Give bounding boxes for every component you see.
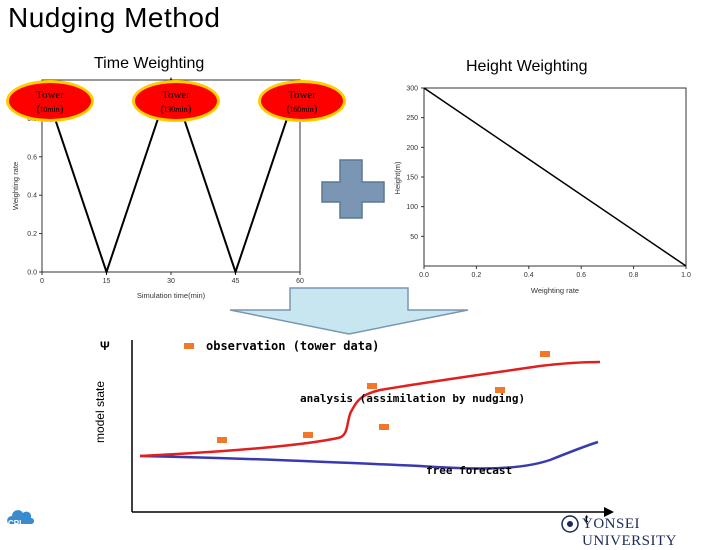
time-xtick-label: 15 — [103, 278, 111, 285]
observation-marker — [367, 383, 377, 389]
height-weighting-label: Height Weighting — [466, 58, 588, 75]
yonsei-crest-icon — [561, 515, 579, 533]
observation-marker — [495, 387, 505, 393]
height-ytick-label: 300 — [406, 86, 418, 93]
tower-badge-60: Tower (t60min) — [258, 80, 346, 122]
tower-badge-30: Tower (t30min) — [132, 80, 220, 122]
height-ytick-label: 250 — [406, 115, 418, 122]
height-xtick-label: 0.0 — [419, 272, 429, 279]
time-xtick-label: 45 — [232, 278, 240, 285]
psi-symbol: Ψ — [100, 339, 110, 353]
cpl-logo-text: CPL — [8, 519, 24, 528]
height-xtick-label: 0.4 — [524, 272, 534, 279]
height-xlabel: Weighting rate — [531, 286, 579, 295]
tower-line2: (t30min) — [160, 103, 192, 115]
yonsei-footer: YONSEI UNIVERSITY — [582, 516, 677, 549]
plus-icon — [321, 159, 385, 219]
height-ytick-label: 50 — [410, 234, 418, 241]
tower-badge-0: Tower (t0min) — [6, 80, 94, 122]
down-arrow — [229, 287, 469, 335]
free-forecast-curve — [139, 440, 599, 470]
x-axis-arrow — [604, 507, 614, 517]
model-state-label: model state — [93, 381, 107, 443]
time-ytick-label: 0.6 — [27, 154, 37, 161]
analysis-label: analysis (assimilation by nudging) — [300, 392, 525, 405]
time-ytick-label: 0.2 — [27, 231, 37, 238]
time-ylabel: Weighting rate — [11, 162, 20, 210]
height-ylabel: Height(m) — [393, 161, 402, 194]
height-weighting-line — [423, 87, 687, 267]
observation-marker — [540, 351, 550, 357]
time-xtick-label: 30 — [167, 278, 175, 285]
time-xtick-label: 0 — [40, 278, 44, 285]
observation-legend-label: observation (tower data) — [206, 339, 379, 353]
height-xtick-label: 0.2 — [472, 272, 482, 279]
tower-line2: (t0min) — [36, 103, 64, 115]
tower-line2: (t60min) — [286, 103, 318, 115]
height-ytick-label: 150 — [406, 175, 418, 182]
height-ytick-label: 200 — [406, 145, 418, 152]
concept-chart: Ψ t model state observation (tower data)… — [93, 339, 614, 525]
height-xtick-label: 0.8 — [629, 272, 639, 279]
height-weighting-chart: 50 100 150 200 250 300 0.0 0.2 0.4 0.6 0.8 1.0 Wei… — [393, 86, 691, 296]
time-weighting-label: Time Weighting — [94, 55, 205, 72]
time-xlabel: Simulation time(min) — [137, 291, 206, 300]
cpl-logo-icon — [7, 510, 34, 524]
t-symbol: t — [585, 514, 589, 525]
slide-title: Nudging Method — [8, 2, 221, 33]
analysis-curve — [139, 360, 601, 458]
free-forecast-label: free forecast — [426, 464, 512, 477]
time-ytick-label: 0.4 — [27, 193, 37, 200]
observation-marker — [217, 437, 227, 443]
time-ytick-label: 0.0 — [27, 270, 37, 277]
observation-marker — [303, 432, 313, 438]
observation-marker — [379, 424, 389, 430]
tower-line1: Tower — [162, 89, 190, 101]
height-ytick-label: 100 — [406, 204, 418, 211]
observation-marker-legend — [184, 343, 194, 349]
time-xtick-label: 60 — [296, 278, 304, 285]
height-xtick-label: 1.0 — [681, 272, 691, 279]
tower-line1: Tower — [36, 89, 64, 101]
height-xtick-label: 0.6 — [576, 272, 586, 279]
tower-line1: Tower — [288, 89, 316, 101]
